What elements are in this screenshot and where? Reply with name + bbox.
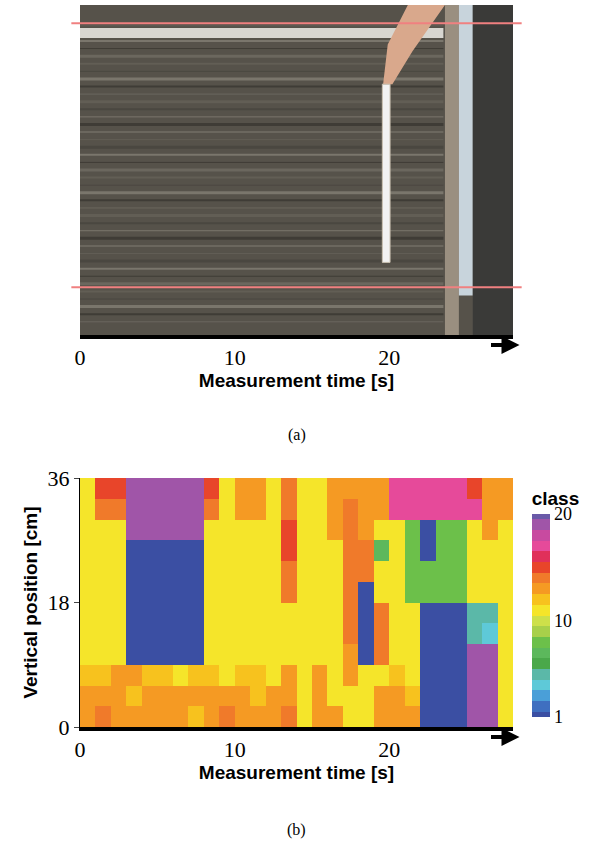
svg-text:Measurement time [s]: Measurement time [s]: [199, 762, 394, 783]
svg-text:Measurement time [s]: Measurement time [s]: [199, 370, 394, 391]
svg-text:0: 0: [59, 715, 70, 740]
svg-text:18: 18: [48, 590, 70, 615]
svg-text:36: 36: [48, 466, 70, 491]
svg-text:20: 20: [378, 345, 400, 370]
svg-text:(b): (b): [287, 821, 306, 839]
svg-text:10: 10: [554, 611, 572, 631]
svg-text:10: 10: [224, 345, 246, 370]
svg-text:0: 0: [75, 737, 86, 762]
svg-text:0: 0: [75, 345, 86, 370]
svg-text:20: 20: [378, 737, 400, 762]
svg-text:class: class: [532, 488, 580, 509]
svg-text:20: 20: [554, 504, 572, 524]
svg-text:Vertical position [cm]: Vertical position [cm]: [20, 506, 41, 698]
svg-text:1: 1: [554, 707, 563, 727]
svg-text:10: 10: [224, 737, 246, 762]
svg-text:(a): (a): [288, 426, 306, 444]
